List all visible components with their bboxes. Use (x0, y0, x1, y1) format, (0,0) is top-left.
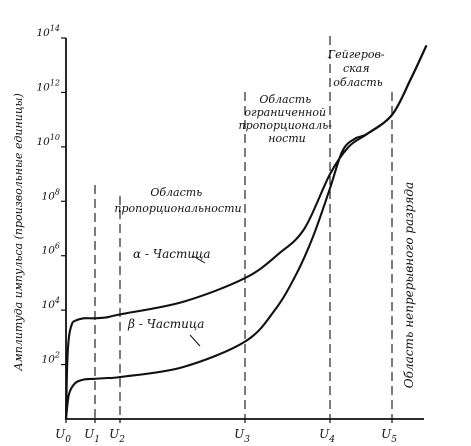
y-tick-label-12: 1012 (36, 78, 60, 93)
y-tick-label-14: 1014 (36, 24, 60, 39)
voltage-divider-lines (94, 36, 393, 419)
y-tick-label-2: 102 (42, 351, 60, 366)
x-tick-letter-u4: U (319, 427, 330, 441)
region-geiger-line-3: область (333, 76, 382, 89)
x-tick-sub-u5: 5 (391, 435, 397, 445)
y-tick-label-6: 106 (42, 242, 60, 257)
x-tick-label-u0: U0 (55, 427, 71, 445)
y-tick-exp-8: 8 (55, 187, 60, 196)
region-proportional-label: Область пропорциональности (114, 186, 241, 215)
y-tick-label-10: 1010 (36, 133, 60, 148)
y-tick-exp-12: 12 (50, 78, 60, 87)
beta-curve (64, 45, 428, 421)
y-tick-base-12: 10 (36, 81, 50, 93)
y-tick-label-8: 108 (42, 187, 60, 202)
x-tick-sub-u2: 2 (118, 435, 125, 445)
series-leader-alpha (192, 255, 206, 264)
x-tick-letter-u2: U (109, 427, 120, 441)
region-limited-line-2: ограниченной (244, 106, 326, 119)
x-tick-label-u4: U4 (319, 427, 335, 445)
y-tick-exp-10: 10 (50, 133, 60, 142)
y-tick-base-2: 10 (42, 354, 56, 366)
x-tick-sub-u3: 3 (244, 435, 250, 445)
x-tick-letter-u1: U (84, 427, 95, 441)
region-geiger-label: Гейгеров- ская область (327, 48, 388, 89)
region-limited-line-3: пропорциональ- (239, 119, 333, 132)
region-geiger-line-1: Гейгеров- (327, 48, 385, 61)
series-label-alpha: α - Частица (133, 247, 211, 261)
series-leader-beta (189, 334, 201, 347)
x-tick-label-u1: U1 (84, 427, 100, 445)
region-proportional-line-1: Область (150, 186, 202, 199)
y-tick-exp-4: 4 (54, 296, 60, 305)
x-tick-letter-u5: U (381, 427, 392, 441)
x-tick-sub-u1: 1 (94, 435, 100, 445)
y-axis-label: Амплитуда импульса (произвольные единицы… (12, 93, 25, 372)
region-limited-label: Область ограниченной пропорциональ- ност… (239, 93, 336, 145)
curves (64, 45, 428, 421)
region-discharge-label: Область непрерывного разряда (402, 182, 416, 388)
y-tick-base-14: 10 (36, 27, 50, 39)
region-proportional-line-2: пропорциональности (114, 202, 241, 215)
y-tick-exp-6: 6 (55, 242, 60, 251)
y-tick-base-4: 10 (42, 299, 56, 311)
x-tick-label-u2: U2 (109, 427, 125, 445)
y-tick-exp-2: 2 (54, 351, 60, 360)
y-tick-exp-14: 14 (50, 24, 60, 33)
x-tick-label-u5: U5 (381, 427, 397, 445)
x-tick-label-u3: U3 (234, 427, 250, 445)
x-tick-letter-u0: U (55, 427, 66, 441)
region-geiger-line-2: ская (343, 62, 370, 75)
y-tick-base-8: 10 (42, 190, 56, 202)
region-limited-line-4: ности (268, 132, 306, 145)
x-ticks: U0 U1 U2 U3 U4 U5 (55, 419, 397, 445)
series-label-beta: β - Частица (127, 317, 204, 331)
y-tick-base-6: 10 (42, 245, 56, 257)
y-tick-base-10: 10 (36, 136, 50, 148)
x-tick-sub-u0: 0 (65, 435, 71, 445)
region-limited-line-1: Область (259, 93, 311, 106)
y-tick-label-4: 104 (42, 296, 60, 311)
x-tick-sub-u4: 4 (328, 435, 335, 445)
x-tick-letter-u3: U (234, 427, 245, 441)
